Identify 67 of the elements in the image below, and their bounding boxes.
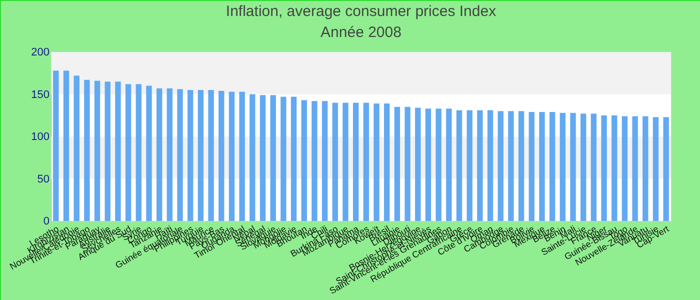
bar [425,108,432,221]
bar [84,80,90,221]
bar [528,112,534,221]
bar [612,115,618,221]
bar [415,108,421,221]
bar [549,112,556,221]
bar [312,101,318,221]
bar [580,114,586,221]
bar [622,116,628,221]
bar [363,102,370,221]
bar [218,90,224,221]
bar [146,86,152,221]
y-tick-label: 0 [43,216,50,228]
bar [518,111,524,221]
bar [260,95,266,221]
bar [239,92,245,221]
bar [322,101,328,221]
bar [539,112,545,221]
bar [74,76,80,221]
bar [590,114,597,221]
bar [177,89,183,221]
bar [436,108,442,221]
bar [290,96,297,221]
bar [508,111,514,221]
bar [136,84,142,221]
bar [466,110,472,221]
bar [487,110,494,221]
bar [632,116,638,221]
bar [394,106,400,221]
bar [270,95,276,221]
bar [208,90,214,221]
y-tick-label: 50 [37,173,50,186]
bar [125,84,132,221]
bar [63,70,70,221]
bar [404,106,410,221]
bar [642,116,648,221]
bar [446,108,452,221]
y-tick-label: 200 [31,46,50,58]
bar [115,82,121,221]
bar [332,102,338,221]
bar [94,80,100,221]
bar [570,112,576,221]
bar [228,92,235,221]
bar [384,104,390,221]
y-tick-label: 100 [31,131,50,143]
bar [374,104,380,221]
bar [477,110,483,221]
bar [104,82,110,221]
bar [53,70,59,221]
bar [188,90,194,221]
y-tick-label: 150 [31,88,50,101]
bar [456,110,462,221]
bar [166,88,173,221]
bar [652,117,659,221]
bar [352,102,359,221]
bar [663,117,669,221]
bar [301,100,307,221]
bar [601,115,607,221]
bar [498,111,504,221]
bar [560,112,566,221]
bar [198,90,204,221]
bar [156,88,162,221]
bar [250,94,256,221]
chart-subtitle: Année 2008 [320,24,402,41]
chart-title: Inflation, average consumer prices Index [226,3,497,20]
bar [280,96,286,221]
bar [342,102,348,221]
